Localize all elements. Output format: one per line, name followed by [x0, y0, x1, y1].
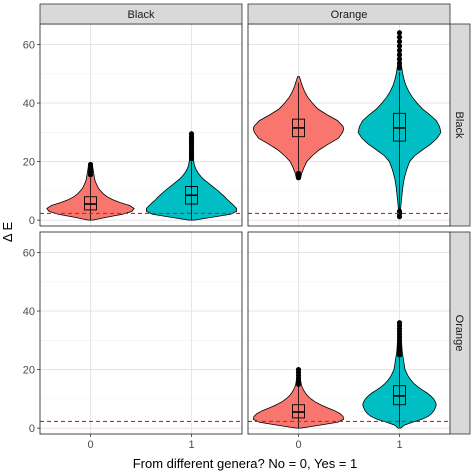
strip-row-black-label: Black — [453, 112, 465, 139]
strip-col-black-label: Black — [128, 9, 155, 21]
y-tick-label: 20 — [23, 157, 35, 169]
panel-black-orange — [40, 232, 242, 434]
outlier-point — [296, 171, 301, 176]
outlier-point — [189, 131, 194, 136]
x-tick-label: 0 — [295, 439, 301, 451]
outlier-point — [397, 30, 402, 35]
outlier-point — [296, 367, 301, 372]
panel-black-black — [40, 24, 242, 226]
y-tick-label: 40 — [23, 98, 35, 110]
strip-row-orange-label: Orange — [453, 315, 465, 352]
panel-orange-black — [248, 24, 450, 226]
y-tick-label: 20 — [23, 365, 35, 377]
panel-background — [40, 232, 242, 434]
y-tick-label: 40 — [23, 306, 35, 318]
y-tick-label: 60 — [23, 247, 35, 259]
outlier-point — [88, 162, 93, 167]
outlier-point — [397, 320, 402, 325]
strip-col-orange-label: Orange — [331, 9, 368, 21]
x-tick-label: 0 — [87, 439, 93, 451]
panels-layer — [40, 24, 450, 434]
y-axis-title: Δ E — [0, 222, 15, 243]
x-tick-label: 1 — [396, 439, 402, 451]
x-tick-label: 1 — [188, 439, 194, 451]
panel-orange-orange — [248, 232, 450, 434]
y-tick-label: 0 — [29, 423, 35, 435]
x-axis-title: From different genera? No = 0, Yes = 1 — [133, 456, 358, 471]
y-tick-label: 60 — [23, 39, 35, 51]
y-tick-label: 0 — [29, 215, 35, 227]
